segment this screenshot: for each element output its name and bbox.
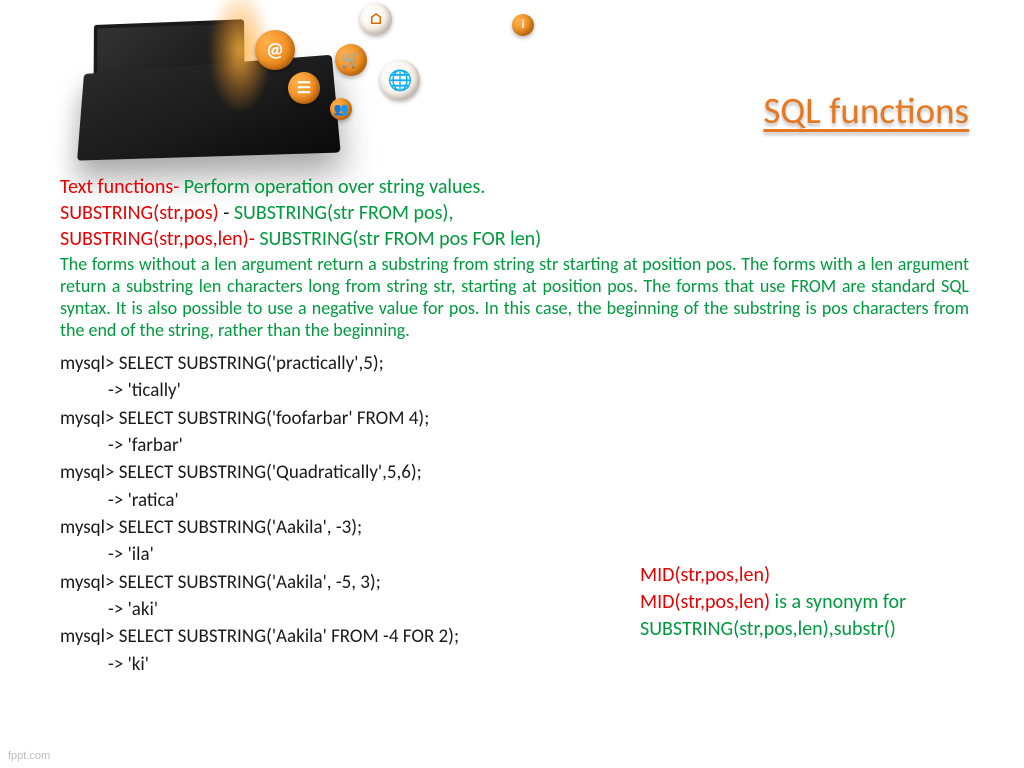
footer-credit: fppt.com <box>8 750 50 762</box>
example-query: mysql> SELECT SUBSTRING('practically',5)… <box>60 350 969 377</box>
example-query: mysql> SELECT SUBSTRING('Quadratically',… <box>60 459 969 486</box>
mid-line-2: MID(str,pos,len) is a synonym for <box>640 589 906 616</box>
mid-line2-red: MID(str,pos,len) <box>640 590 770 614</box>
intro-label: Text functions- <box>60 175 179 199</box>
example-query: mysql> SELECT SUBSTRING('Aakila', -3); <box>60 514 969 541</box>
example-output: -> 'ratica' <box>60 487 969 514</box>
page-title: SQL functions <box>763 88 969 133</box>
mid-line2-green: is a synonym for <box>770 590 906 614</box>
mid-synonym-box: MID(str,pos,len) MID(str,pos,len) is a s… <box>640 562 906 643</box>
description-paragraph: The forms without a len argument return … <box>60 254 969 342</box>
syntax-1-green: SUBSTRING(str FROM pos), <box>234 201 454 225</box>
decorative-orb-icon: ☰ <box>288 72 320 104</box>
header-graphic <box>60 0 370 165</box>
decorative-orb-icon: @ <box>255 30 295 70</box>
decorative-orb-icon: 🌐 <box>380 60 420 100</box>
intro-definition: Perform operation over string values. <box>179 175 485 199</box>
mid-line-3: SUBSTRING(str,pos,len),substr() <box>640 616 906 643</box>
mid-heading: MID(str,pos,len) <box>640 562 906 589</box>
example-output: -> 'farbar' <box>60 432 969 459</box>
laptop-base <box>77 55 341 161</box>
syntax-1-sep: - <box>219 201 234 225</box>
example-query: mysql> SELECT SUBSTRING('foofarbar' FROM… <box>60 405 969 432</box>
syntax-2-red: SUBSTRING(str,pos,len)- <box>60 227 255 251</box>
decorative-orb-icon: i <box>512 14 534 36</box>
example-output: -> 'ki' <box>60 651 969 678</box>
decorative-orb-icon: ⌂ <box>360 3 392 35</box>
decorative-orb-icon: 👥 <box>330 98 352 120</box>
syntax-1-red: SUBSTRING(str,pos) <box>60 201 219 225</box>
syntax-2-green: SUBSTRING(str FROM pos FOR len) <box>255 227 541 251</box>
syntax-line-1: SUBSTRING(str,pos) - SUBSTRING(str FROM … <box>60 200 969 226</box>
syntax-line-2: SUBSTRING(str,pos,len)- SUBSTRING(str FR… <box>60 226 969 252</box>
decorative-orb-icon: 🛒 <box>335 44 367 76</box>
intro-line: Text functions- Perform operation over s… <box>60 174 969 200</box>
example-output: -> 'tically' <box>60 377 969 404</box>
